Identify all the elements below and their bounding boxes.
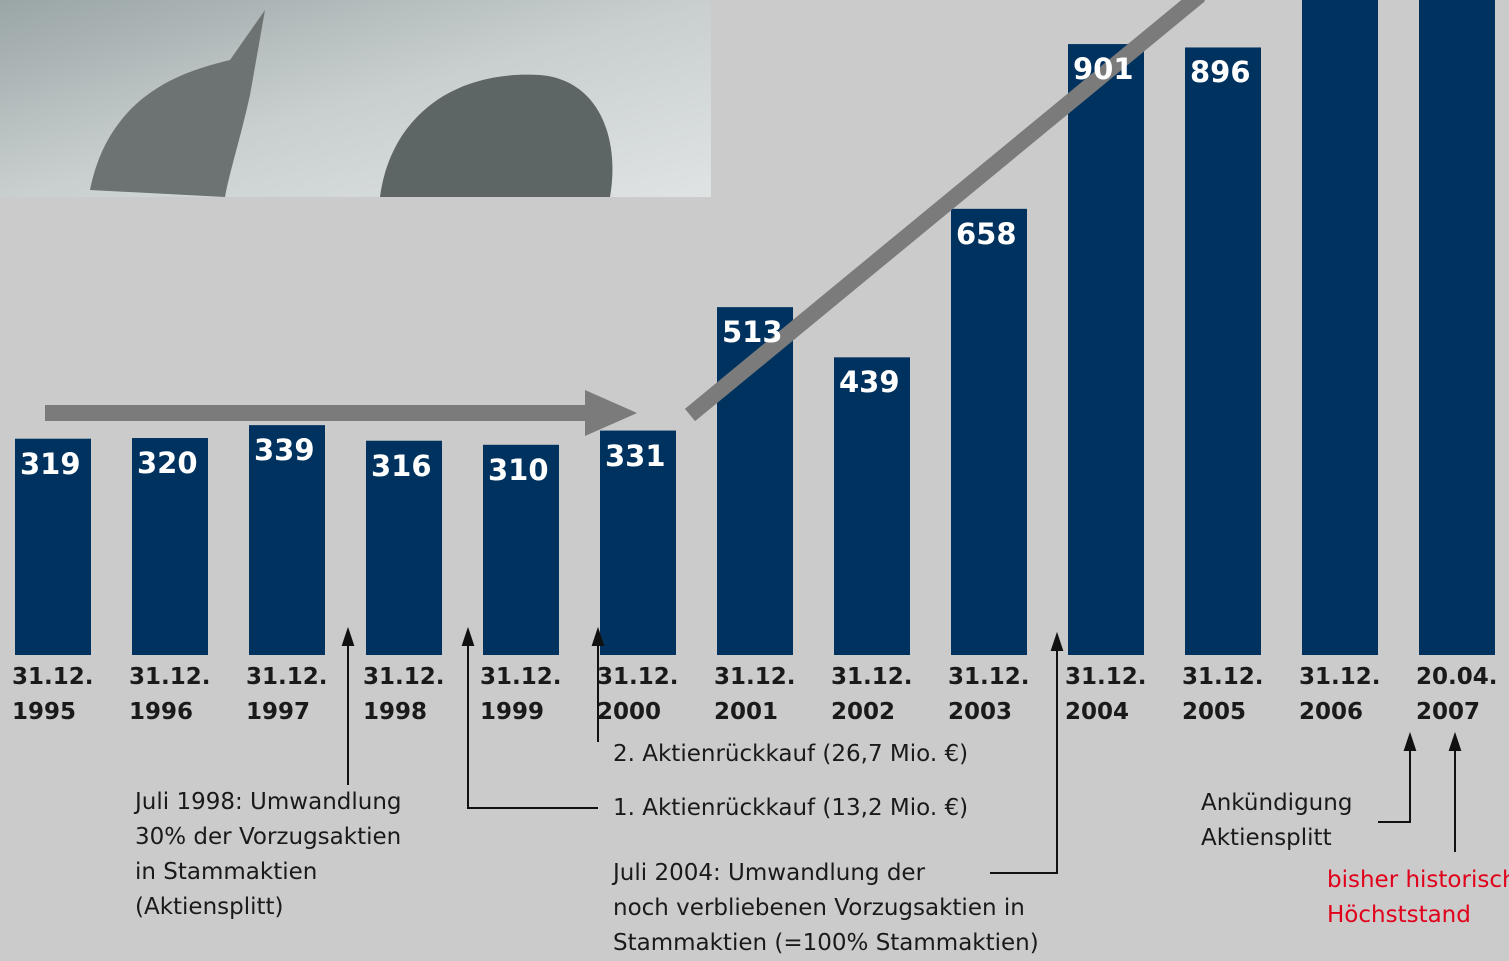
bar	[15, 438, 91, 655]
annotation: Ankündigung Aktiensplitt	[1201, 790, 1353, 851]
bar	[834, 357, 910, 655]
value-label: 319	[20, 446, 81, 481]
annotation: 1. Aktienrückkauf (13,2 Mio. €)	[613, 795, 969, 821]
x-tick-label: 31.12. 2004	[1065, 664, 1147, 725]
bar	[600, 430, 676, 655]
annotation: bisher historischer Höchststand	[1327, 867, 1509, 928]
x-tick-label: 31.12. 1995	[12, 664, 94, 725]
annotation: 2. Aktienrückkauf (26,7 Mio. €)	[613, 741, 969, 767]
bar	[1419, 0, 1495, 655]
x-tick-label: 31.12. 2005	[1182, 664, 1264, 725]
x-tick-label: 31.12. 2003	[948, 664, 1030, 725]
annotation: Juli 2004: Umwandlung der noch verbliebe…	[613, 860, 1039, 956]
x-tick-label: 31.12. 1996	[129, 664, 211, 725]
bar	[1068, 44, 1144, 656]
x-tick-label: 20.04. 2007	[1416, 664, 1498, 725]
value-label: 901	[1073, 52, 1134, 87]
value-label: 513	[722, 315, 783, 350]
bar	[249, 425, 325, 655]
value-label: 316	[371, 448, 432, 483]
value-label: 896	[1190, 55, 1251, 90]
annotation: Juli 1998: Umwandlung 30% der Vorzugsakt…	[135, 789, 402, 920]
x-tick-label: 31.12. 2002	[831, 664, 913, 725]
x-tick-label: 31.12. 2000	[597, 664, 679, 725]
bar	[132, 438, 208, 655]
x-tick-label: 31.12. 1998	[363, 664, 445, 725]
x-tick-label: 31.12. 2001	[714, 664, 796, 725]
bar	[483, 444, 559, 655]
bar	[951, 208, 1027, 655]
x-tick-label: 31.12. 1997	[246, 664, 328, 725]
value-label: 339	[254, 433, 315, 468]
bar	[1185, 47, 1261, 656]
value-label: 320	[137, 446, 198, 481]
photo	[0, 0, 711, 197]
value-label: 331	[605, 438, 666, 473]
value-label: 310	[488, 452, 549, 487]
connectors	[341, 626, 1462, 874]
x-tick-label: 31.12. 2006	[1299, 664, 1381, 725]
x-tick-label: 31.12. 1999	[480, 664, 562, 725]
value-label: 658	[956, 216, 1017, 251]
bar	[366, 440, 442, 655]
trend-arrows	[45, 0, 1206, 436]
bar	[1302, 0, 1378, 655]
value-label: 439	[839, 365, 900, 400]
